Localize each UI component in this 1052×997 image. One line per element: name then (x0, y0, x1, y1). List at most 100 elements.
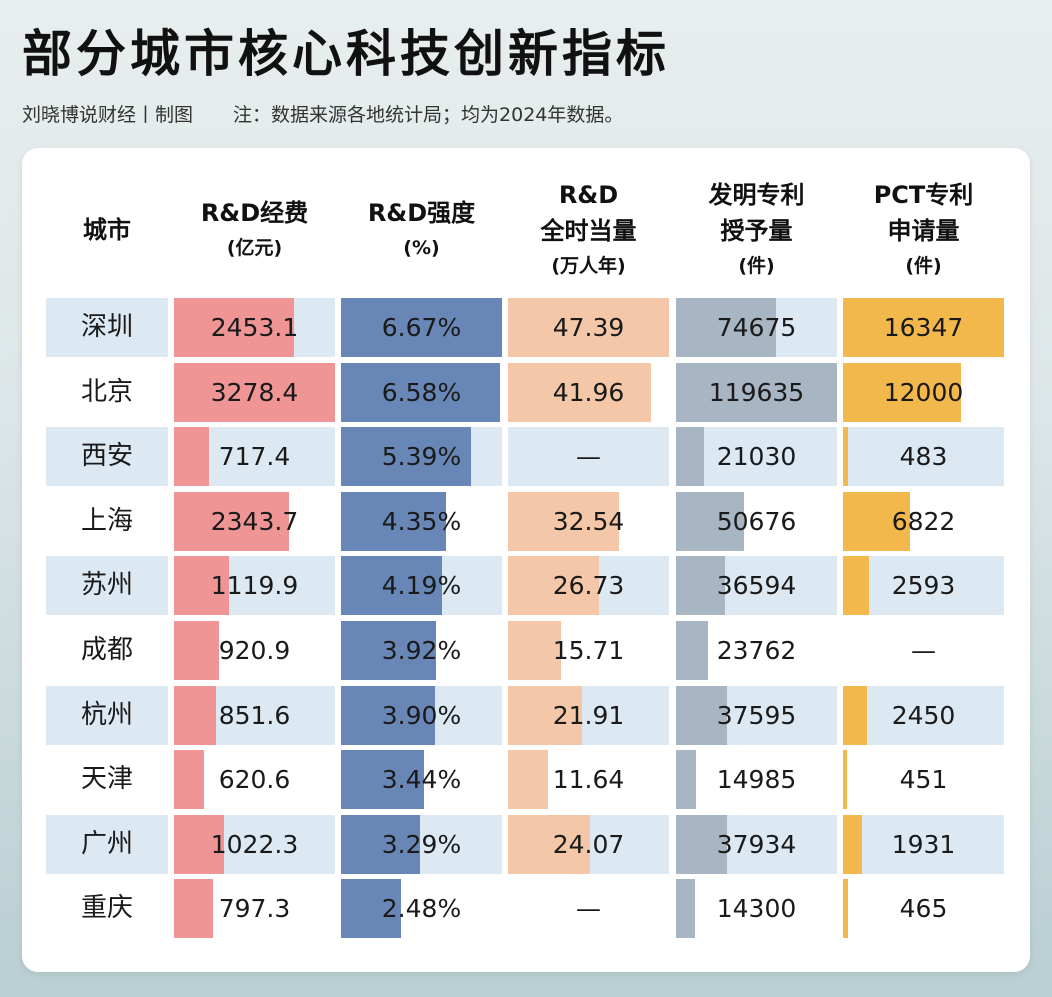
value-bar (174, 298, 295, 357)
cell-rd_fte: 24.07 (508, 814, 669, 874)
city-name: 西安 (80, 441, 133, 472)
value-bar (843, 298, 1004, 357)
value-bar (174, 750, 205, 810)
table-row: 广州 1022.3 3.29% 24.07 37934 1931 (46, 814, 1004, 874)
cell-rd_fte: 26.73 (508, 556, 669, 616)
table-row: 北京 3278.4 6.58% 41.96 119635 12000 (46, 362, 1004, 422)
table-row: 天津 620.6 3.44% 11.64 14985 451 (46, 750, 1004, 810)
cell-value: 3278.4 (210, 377, 299, 407)
city-name: 成都 (80, 635, 133, 665)
cell-city: 重庆 (46, 879, 168, 938)
page-title: 部分城市核心科技创新指标 (22, 24, 670, 83)
cell-rd_fte: 47.39 (508, 298, 669, 357)
column-header-text: R&D (558, 181, 619, 209)
value-bar (341, 685, 436, 745)
row-stripe (843, 814, 1004, 874)
column-header-rd_intensity: R&D强度 (%) (341, 170, 502, 290)
subtitle: 刘晓博说财经丨制图 注：数据来源各地统计局；均为2024年数据。 (22, 100, 623, 130)
value-bar (676, 298, 777, 357)
cell-pct_patents: 1931 (843, 814, 1004, 874)
cell-invention_patents: 37595 (676, 685, 837, 745)
cell-value: 119635 (708, 377, 805, 407)
cell-value: 6.67% (381, 313, 462, 342)
value-bar (843, 556, 869, 616)
cell-value: 12000 (883, 377, 964, 407)
column-header-text: 发明专利 (708, 181, 805, 209)
row-stripe (46, 685, 168, 745)
column-header-text: (万人年) (551, 255, 626, 277)
cell-rd_expense: 797.3 (174, 879, 335, 939)
value-bar (508, 621, 562, 680)
city-name: 杭州 (80, 699, 133, 730)
row-stripe (46, 427, 168, 487)
cell-value: 1931 (891, 829, 956, 859)
cell-city: 西安 (46, 427, 168, 487)
table-row: 苏州 1119.9 4.19% 26.73 36594 2593 (46, 556, 1004, 616)
city-name: 上海 (80, 505, 133, 536)
cell-rd_intensity: 4.35% (341, 491, 502, 551)
cell-value: 3.29% (381, 829, 462, 859)
cell-invention_patents: 23762 (676, 621, 837, 680)
cell-pct_patents: 2593 (843, 556, 1004, 616)
column-header-text: 全时当量 (540, 217, 637, 245)
cell-invention_patents: 14300 (676, 879, 837, 939)
cell-value: 5.39% (381, 442, 462, 472)
cell-value: 21.91 (552, 700, 625, 730)
cell-value: 1022.3 (210, 829, 299, 859)
city-name: 天津 (80, 764, 133, 795)
cell-value: 24.07 (552, 829, 625, 859)
value-bar (843, 427, 848, 487)
value-bar (174, 621, 220, 680)
cell-city: 北京 (46, 363, 168, 422)
value-bar (341, 750, 425, 810)
value-bar (508, 814, 590, 874)
value-bar (508, 298, 669, 357)
cell-pct_patents: 2450 (843, 685, 1004, 745)
column-header-text: R&D经费 (200, 199, 309, 227)
cell-rd_expense: 1119.9 (174, 556, 335, 616)
cell-value: 620.6 (218, 765, 291, 795)
table-row: 重庆 797.3 2.48% — 14300 465 (46, 879, 1004, 939)
cell-pct_patents: 12000 (843, 362, 1004, 422)
value-bar (174, 491, 290, 551)
row-stripe (843, 556, 1004, 616)
cell-city: 天津 (46, 750, 168, 809)
value-bar (174, 879, 214, 939)
cell-rd_intensity: 5.39% (341, 427, 502, 487)
byline: 刘晓博说财经丨制图 (22, 104, 194, 126)
cell-value: 3.44% (381, 765, 462, 795)
cell-value: 4.35% (381, 506, 462, 536)
value-bar (174, 427, 210, 487)
value-bar (508, 362, 651, 422)
cell-city: 广州 (46, 814, 168, 874)
value-bar (676, 879, 696, 939)
cell-value: — (576, 894, 601, 924)
cell-city: 成都 (46, 621, 168, 680)
cell-rd_intensity: 3.92% (341, 621, 502, 680)
cell-value: 41.96 (552, 377, 625, 407)
value-bar (508, 685, 583, 745)
cell-pct_patents: 6822 (843, 491, 1004, 551)
value-bar (508, 491, 619, 551)
cell-value: 37595 (716, 700, 797, 730)
cell-value: 797.3 (218, 894, 291, 924)
value-bar (843, 750, 848, 810)
cell-value: 14300 (716, 894, 797, 924)
value-bar (676, 814, 728, 874)
value-bar (676, 491, 745, 551)
cell-value: — (576, 442, 601, 472)
value-bar (676, 621, 708, 680)
value-bar (174, 685, 216, 745)
cell-pct_patents: 451 (843, 750, 1004, 810)
cell-value: 920.9 (218, 636, 291, 665)
value-bar (508, 556, 599, 616)
value-bar (341, 556, 443, 616)
cell-city: 上海 (46, 492, 168, 551)
cell-invention_patents: 37934 (676, 814, 837, 874)
value-bar (341, 814, 421, 874)
cell-invention_patents: 74675 (676, 298, 837, 357)
city-name: 苏州 (80, 570, 133, 601)
row-stripe (508, 427, 669, 487)
value-bar (341, 362, 500, 422)
cell-city: 杭州 (46, 685, 168, 745)
